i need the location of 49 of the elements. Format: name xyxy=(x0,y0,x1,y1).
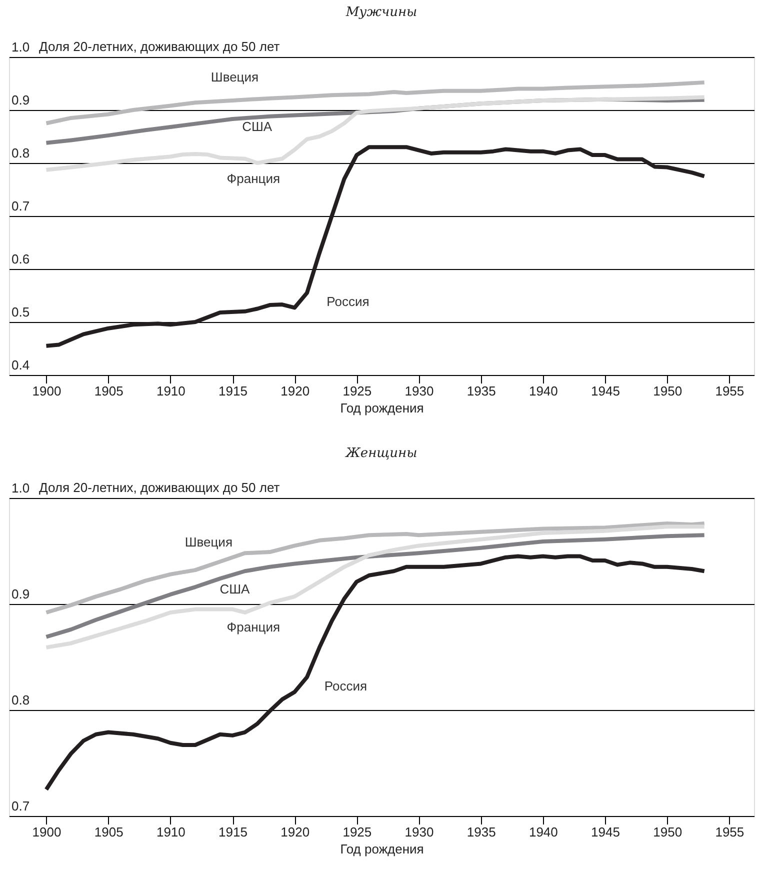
x-axis-title: Год рождения xyxy=(340,400,424,416)
y-tick-label: 0.9 xyxy=(12,586,30,602)
x-tick-label: 1955 xyxy=(715,824,744,840)
y-tick-label: 0.4 xyxy=(12,358,30,372)
series-label: Франция xyxy=(226,170,280,186)
x-tick-label: 1945 xyxy=(591,384,620,398)
series-label: Франция xyxy=(226,619,280,634)
x-tick-label: 1935 xyxy=(466,384,496,398)
y-tick-label: 0.9 xyxy=(12,92,30,108)
x-tick-label: 1955 xyxy=(715,384,744,398)
x-tick-label: 1950 xyxy=(653,384,682,398)
x-tick-label: 1935 xyxy=(466,824,496,840)
y-tick-label: 1.0 xyxy=(12,480,30,496)
x-tick-label: 1945 xyxy=(591,824,620,840)
y-tick-label: 0.5 xyxy=(12,304,30,320)
y-tick-label: 0.7 xyxy=(12,198,30,214)
x-axis-title: Год рождения xyxy=(340,842,424,856)
chart-title: Мужчины xyxy=(344,5,418,20)
x-tick-label: 1910 xyxy=(156,824,186,840)
series-label: Швеция xyxy=(184,534,232,550)
x-tick-label: 1925 xyxy=(342,824,372,840)
x-tick-label: 1925 xyxy=(342,384,372,398)
x-tick-label: 1905 xyxy=(94,824,124,840)
x-tick-label: 1905 xyxy=(94,384,124,398)
x-tick-label: 1940 xyxy=(528,824,558,840)
y-tick-label: 0.6 xyxy=(12,252,30,266)
chart-title: Женщины xyxy=(344,446,418,461)
x-tick-label: 1900 xyxy=(32,824,62,840)
y-axis-title: Доля 20-летних, доживающих до 50 лет xyxy=(39,39,280,54)
x-tick-label: 1900 xyxy=(32,384,62,398)
x-tick-label: 1950 xyxy=(653,824,682,840)
y-tick-label: 1.0 xyxy=(12,40,30,54)
y-tick-label: 0.8 xyxy=(12,692,30,708)
series-label: США xyxy=(242,118,272,134)
x-tick-label: 1930 xyxy=(404,384,434,398)
y-axis-title: Доля 20-летних, доживающих до 50 лет xyxy=(39,480,280,495)
y-tick-label: 0.7 xyxy=(12,798,30,814)
series-label: Швеция xyxy=(210,70,259,85)
x-tick-label: 1920 xyxy=(280,384,310,398)
x-tick-label: 1915 xyxy=(218,824,248,840)
x-tick-label: 1915 xyxy=(218,384,248,398)
y-tick-label: 0.8 xyxy=(12,146,30,160)
x-tick-label: 1930 xyxy=(404,824,434,840)
series-label: США xyxy=(220,581,250,596)
x-tick-label: 1920 xyxy=(280,824,310,840)
x-tick-label: 1940 xyxy=(528,384,558,398)
series-label: Россия xyxy=(324,678,368,694)
series-label: Россия xyxy=(326,294,370,309)
x-tick-label: 1910 xyxy=(156,384,186,398)
